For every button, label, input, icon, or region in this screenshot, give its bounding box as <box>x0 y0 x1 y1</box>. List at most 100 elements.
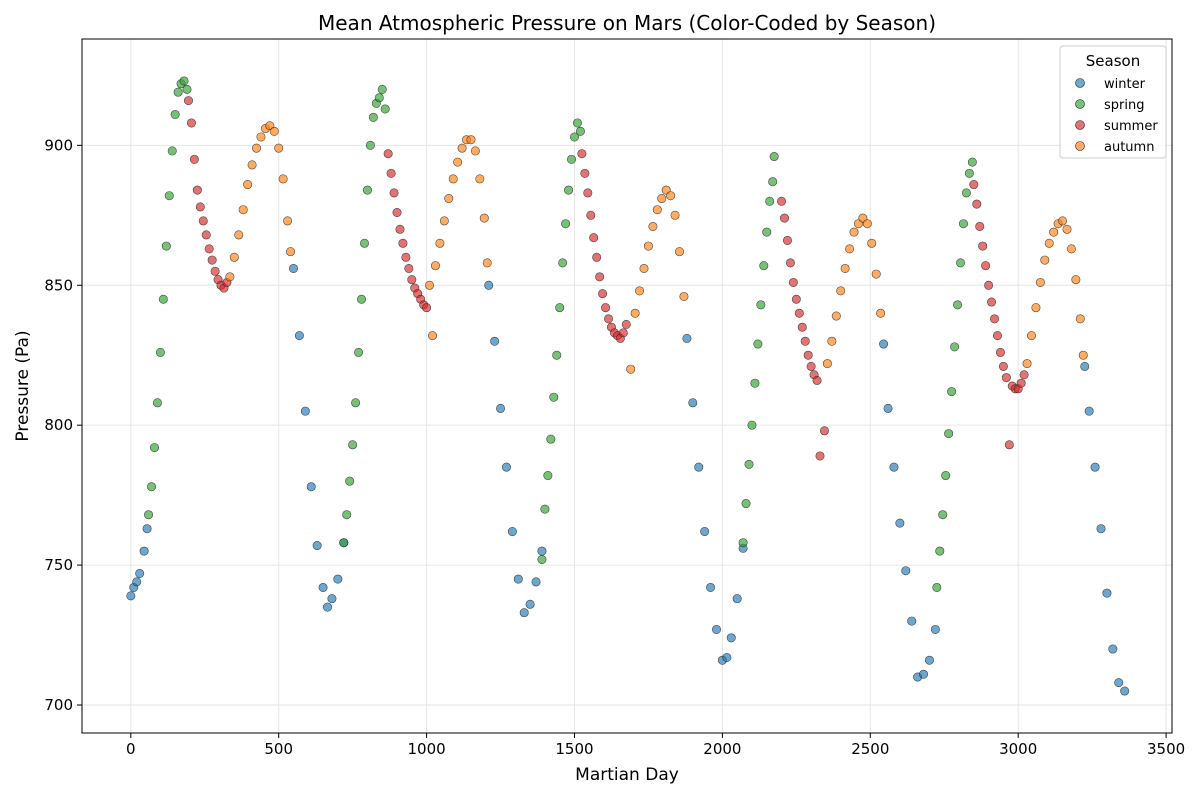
spring-data-point <box>155 347 165 357</box>
autumn-data-point <box>1078 350 1088 360</box>
summer-data-point <box>598 289 608 299</box>
summer-data-point <box>1016 378 1026 388</box>
winter-data-point <box>323 602 333 612</box>
spring-data-point <box>953 300 963 310</box>
autumn-data-point <box>1049 227 1059 237</box>
winter-data-point <box>126 591 136 601</box>
autumn-data-point <box>470 146 480 156</box>
summer-data-point <box>580 168 590 178</box>
summer-data-point <box>1004 440 1014 450</box>
x-tick-label: 2500 <box>851 740 889 758</box>
autumn-data-point <box>867 238 877 248</box>
winter-data-point <box>294 331 304 341</box>
autumn-data-point <box>448 174 458 184</box>
autumn-data-point <box>871 269 881 279</box>
autumn-data-point <box>1062 224 1072 234</box>
autumn-data-point <box>479 213 489 223</box>
autumn-data-point <box>652 205 662 215</box>
autumn-data-point <box>849 227 859 237</box>
y-tick-label: 900 <box>44 136 73 154</box>
spring-data-point <box>339 538 349 548</box>
legend-entries: winter spring summer autumn <box>1075 77 1158 155</box>
summer-data-point <box>422 303 432 313</box>
winter-data-point <box>139 546 149 556</box>
legend-marker-spring <box>1075 99 1085 109</box>
y-tick-label: 850 <box>44 276 73 294</box>
autumn-data-point <box>1075 314 1085 324</box>
grid-layer <box>82 39 1172 733</box>
autumn-data-point <box>836 286 846 296</box>
legend-label-winter: winter <box>1104 77 1146 92</box>
spring-data-point <box>561 219 571 229</box>
autumn-data-point <box>283 216 293 226</box>
autumn-data-point <box>225 272 235 282</box>
autumn-data-point <box>630 308 640 318</box>
spring-data-point <box>961 188 971 198</box>
summer-data-point <box>969 180 979 190</box>
spring-data-point <box>354 347 364 357</box>
autumn-data-point <box>243 180 253 190</box>
y-axis-label: Pressure (Pa) <box>13 330 33 441</box>
spring-data-point <box>768 177 778 187</box>
autumn-data-point <box>845 244 855 254</box>
spring-data-point <box>956 258 966 268</box>
summer-data-point <box>210 266 220 276</box>
legend-label-summer: summer <box>1104 119 1158 134</box>
spring-data-point <box>359 238 369 248</box>
summer-data-point <box>386 168 396 178</box>
winter-data-point <box>726 633 736 643</box>
winter-data-point <box>288 263 298 273</box>
winter-data-point <box>706 582 716 592</box>
x-tick-label: 2000 <box>703 740 741 758</box>
spring-data-point <box>380 104 390 114</box>
autumn-data-point <box>425 280 435 290</box>
winter-data-point <box>501 462 511 472</box>
spring-data-point <box>765 196 775 206</box>
autumn-data-point <box>679 291 689 301</box>
spring-data-point <box>182 84 192 94</box>
winter-data-point <box>1080 361 1090 371</box>
spring-data-point <box>144 510 154 520</box>
winter-data-point <box>879 339 889 349</box>
x-tick-label: 0 <box>126 740 136 758</box>
chart-title: Mean Atmospheric Pressure on Mars (Color… <box>318 11 936 35</box>
summer-data-point <box>592 252 602 262</box>
y-tick-label: 800 <box>44 416 73 434</box>
winter-data-point <box>507 527 517 537</box>
autumn-data-point <box>657 194 667 204</box>
autumn-data-point <box>234 230 244 240</box>
spring-data-point <box>738 538 748 548</box>
summer-data-point <box>803 350 813 360</box>
summer-data-point <box>815 451 825 461</box>
autumn-data-point <box>286 247 296 257</box>
summer-data-point <box>780 213 790 223</box>
summer-data-point <box>777 196 787 206</box>
autumn-data-point <box>444 194 454 204</box>
summer-data-point <box>207 255 217 265</box>
autumn-data-point <box>831 311 841 321</box>
autumn-data-point <box>1044 238 1054 248</box>
summer-data-point <box>995 347 1005 357</box>
spring-data-point <box>941 471 951 481</box>
summer-data-point <box>383 149 393 159</box>
spring-data-point <box>741 499 751 509</box>
winter-data-point <box>525 599 535 609</box>
summer-data-point <box>595 272 605 282</box>
winter-data-point <box>919 669 929 679</box>
spring-data-point <box>540 504 550 514</box>
winter-data-point <box>700 527 710 537</box>
autumn-data-point <box>256 132 266 142</box>
spring-data-point <box>362 185 372 195</box>
summer-data-point <box>992 331 1002 341</box>
summer-data-point <box>201 230 211 240</box>
winter-data-point <box>312 541 322 551</box>
winter-data-point <box>688 398 698 408</box>
summer-data-point <box>192 185 202 195</box>
autumn-data-point <box>1031 303 1041 313</box>
summer-data-point <box>186 118 196 128</box>
spring-data-point <box>938 510 948 520</box>
summer-data-point <box>794 308 804 318</box>
autumn-data-point <box>643 241 653 251</box>
winter-data-point <box>318 582 328 592</box>
spring-data-point <box>572 118 582 128</box>
